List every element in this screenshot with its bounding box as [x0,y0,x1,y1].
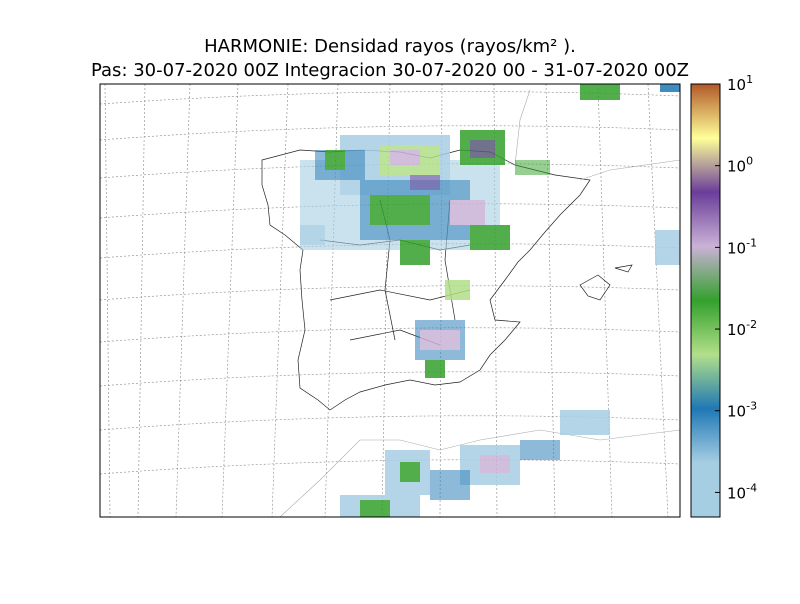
title-line-1: HARMONIE: Densidad rayos (rayos/km² ). [204,36,576,57]
africa-coast [279,429,680,517]
tick-exponent: 1 [746,73,753,86]
colorbar-tick-label: 10-4 [727,481,757,502]
colorbar-tick-label: 100 [727,155,753,176]
graticule [100,84,680,517]
tick-exponent: -1 [746,236,757,249]
tick-exponent: -4 [746,481,757,494]
tick-exponent: 0 [746,155,753,168]
colorbar-tick-label: 101 [727,73,753,94]
tick-base: 10 [727,239,746,257]
balearics [579,264,633,301]
map-frame [99,83,681,518]
title-line-2: Pas: 30-07-2020 00Z Integracion 30-07-20… [91,60,689,81]
lightning-density [300,84,680,517]
tick-exponent: -3 [746,400,757,413]
france-coast [514,89,680,181]
tick-base: 10 [727,158,746,176]
tick-base: 10 [727,484,746,502]
colorbar-tick-label: 10-2 [727,318,757,339]
tick-exponent: -2 [746,318,757,331]
colorbar-tick-label: 10-1 [727,236,757,257]
colorbar-tick-label: 10-3 [727,400,757,421]
map [100,84,680,517]
tick-base: 10 [727,76,746,94]
tick-base: 10 [727,403,746,421]
colorbar [690,83,721,518]
tick-base: 10 [727,321,746,339]
